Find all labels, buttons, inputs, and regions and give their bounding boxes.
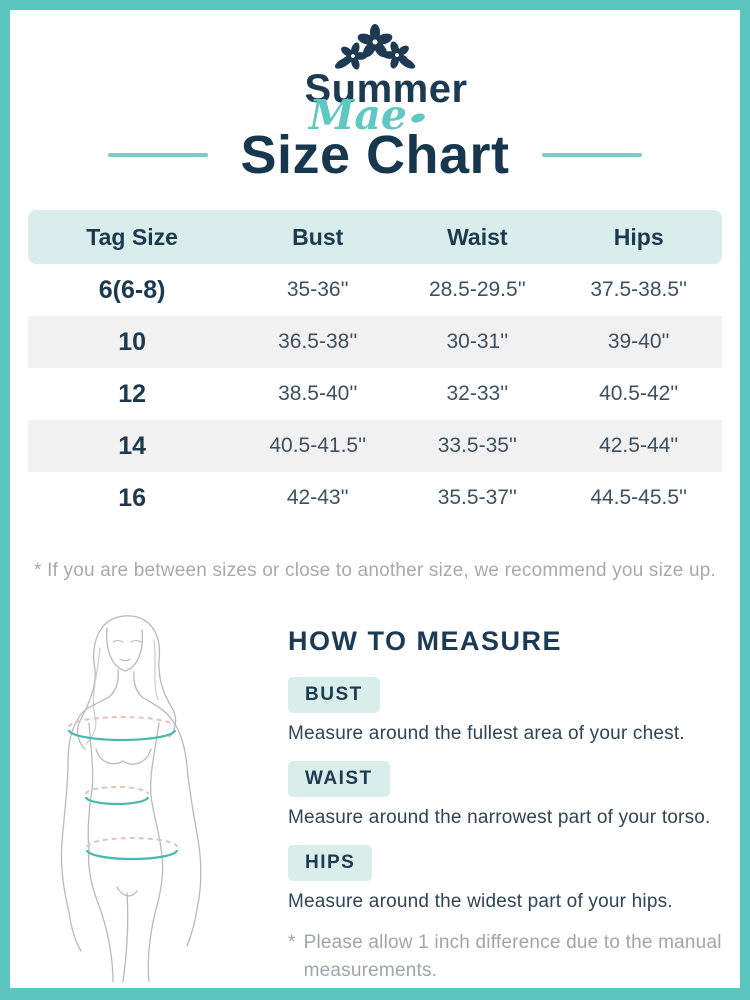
measure-item-bust: BUST Measure around the fullest area of … — [288, 677, 726, 745]
table-row: 6(6-8) 35-36'' 28.5-29.5'' 37.5-38.5'' — [28, 264, 722, 316]
hips-cell: 39-40'' — [607, 330, 670, 353]
bust-cell: 42-43'' — [286, 486, 349, 509]
measure-item-waist: WAIST Measure around the narrowest part … — [288, 761, 726, 829]
how-to-measure-title: HOW TO MEASURE — [288, 626, 563, 656]
hips-badge: HIPS — [288, 845, 373, 881]
leaf-icon — [411, 113, 425, 123]
how-to-measure-section: HOW TO MEASURE BUST Measure around the f… — [10, 590, 740, 987]
table-row: 12 38.5-40'' 32-33'' 40.5-42'' — [28, 368, 722, 420]
note-text: Please allow 1 inch difference due to th… — [303, 932, 722, 981]
hips-description: Measure around the widest part of your h… — [288, 891, 673, 912]
bust-description: Measure around the fullest area of your … — [288, 723, 685, 744]
waist-cell: 32-33'' — [446, 382, 509, 405]
waist-cell: 35.5-37'' — [437, 486, 517, 509]
tag-size-cell: 16 — [118, 483, 146, 512]
header-tag-size: Tag Size — [28, 210, 237, 264]
table-row: 16 42-43'' 35.5-37'' 44.5-45.5'' — [28, 472, 722, 524]
bust-badge: BUST — [288, 677, 380, 713]
header-waist: Waist — [399, 210, 556, 264]
tag-size-cell: 12 — [118, 379, 146, 408]
woman-sketch-illustration — [60, 615, 202, 983]
brand-name: Summer — [304, 67, 468, 111]
hips-cell: 44.5-45.5'' — [590, 486, 688, 509]
tag-size-cell: 10 — [118, 327, 146, 356]
brand-logo: Summer Mae — [10, 10, 740, 136]
bust-cell: 40.5-41.5'' — [269, 434, 367, 457]
waist-badge: WAIST — [288, 761, 390, 797]
header-bust: Bust — [236, 210, 400, 264]
hips-cell: 37.5-38.5'' — [590, 278, 688, 301]
waist-description: Measure around the narrowest part of you… — [288, 807, 711, 828]
size-up-note: * If you are between sizes or close to a… — [34, 560, 716, 581]
measurement-figure — [38, 590, 274, 987]
note-asterisk: * — [288, 932, 296, 953]
waist-cell: 28.5-29.5'' — [428, 278, 526, 301]
bust-cell: 36.5-38'' — [278, 330, 358, 353]
title-row: Size Chart — [10, 124, 740, 186]
header-hips: Hips — [555, 210, 722, 264]
title-dash-right — [541, 153, 642, 157]
waist-cell: 33.5-35'' — [437, 434, 517, 457]
title-dash-left — [108, 153, 209, 157]
measure-instructions: HOW TO MEASURE BUST Measure around the f… — [288, 590, 730, 987]
measure-item-hips: HIPS Measure around the widest part of y… — [288, 845, 726, 913]
hips-cell: 42.5-44'' — [599, 434, 679, 457]
bust-cell: 35-36'' — [286, 278, 349, 301]
flower-icon — [325, 23, 425, 75]
size-table-header-row: Tag Size Bust Waist Hips — [28, 210, 722, 264]
bust-cell: 38.5-40'' — [278, 382, 358, 405]
table-row: 10 36.5-38'' 30-31'' 39-40'' — [28, 316, 722, 368]
tag-size-cell: 6(6-8) — [98, 275, 166, 304]
table-row: 14 40.5-41.5'' 33.5-35'' 42.5-44'' — [28, 420, 722, 472]
brand-script-name: Mae — [10, 95, 740, 136]
tag-size-cell: 14 — [118, 431, 146, 460]
brand-script-text: Mae — [308, 91, 408, 139]
manual-measurement-note: * Please allow 1 inch difference due to … — [288, 929, 726, 984]
page-title: Size Chart — [240, 125, 510, 185]
size-table: Tag Size Bust Waist Hips 6(6-8) 35-36'' … — [28, 210, 722, 524]
waist-cell: 30-31'' — [446, 330, 509, 353]
hips-cell: 40.5-42'' — [599, 382, 679, 405]
